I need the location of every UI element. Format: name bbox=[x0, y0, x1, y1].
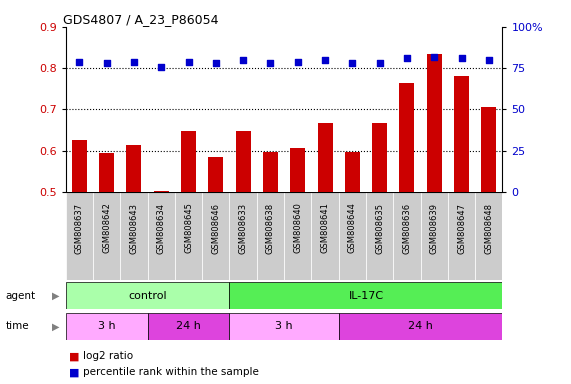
Point bbox=[403, 55, 412, 61]
Bar bbox=[284, 192, 311, 280]
Point bbox=[75, 58, 84, 65]
Bar bbox=[290, 148, 305, 384]
Point bbox=[320, 57, 329, 63]
Text: percentile rank within the sample: percentile rank within the sample bbox=[83, 367, 259, 377]
Bar bbox=[475, 192, 502, 280]
Text: log2 ratio: log2 ratio bbox=[83, 351, 133, 361]
Text: GDS4807 / A_23_P86054: GDS4807 / A_23_P86054 bbox=[63, 13, 218, 26]
Bar bbox=[154, 191, 168, 384]
Bar bbox=[147, 313, 230, 340]
Text: ■: ■ bbox=[69, 367, 79, 377]
Bar bbox=[208, 157, 223, 384]
Text: GSM808635: GSM808635 bbox=[375, 203, 384, 253]
Text: GSM808641: GSM808641 bbox=[320, 203, 329, 253]
Point bbox=[239, 57, 248, 63]
Bar bbox=[372, 122, 387, 384]
Bar bbox=[181, 131, 196, 384]
Text: IL-17C: IL-17C bbox=[348, 291, 384, 301]
Point bbox=[102, 60, 111, 66]
Text: GSM808639: GSM808639 bbox=[430, 203, 439, 253]
Bar bbox=[339, 192, 366, 280]
Bar bbox=[175, 192, 202, 280]
Text: ▶: ▶ bbox=[53, 321, 60, 331]
Bar bbox=[236, 131, 251, 384]
Point bbox=[184, 58, 193, 65]
Bar bbox=[66, 313, 147, 340]
Point bbox=[211, 60, 220, 66]
Text: ■: ■ bbox=[69, 351, 79, 361]
Text: GSM808633: GSM808633 bbox=[239, 203, 248, 254]
Text: GSM808646: GSM808646 bbox=[211, 203, 220, 253]
Bar bbox=[230, 192, 257, 280]
Text: GSM808634: GSM808634 bbox=[156, 203, 166, 253]
Bar bbox=[120, 192, 147, 280]
Point bbox=[429, 53, 439, 60]
Bar bbox=[448, 192, 475, 280]
Bar bbox=[427, 54, 442, 384]
Point bbox=[130, 58, 139, 65]
Point bbox=[156, 63, 166, 70]
Bar bbox=[400, 83, 415, 384]
Text: 3 h: 3 h bbox=[98, 321, 115, 331]
Bar bbox=[481, 108, 496, 384]
Text: GSM808647: GSM808647 bbox=[457, 203, 466, 253]
Bar bbox=[317, 122, 332, 384]
Bar bbox=[202, 192, 230, 280]
Bar bbox=[66, 192, 93, 280]
Bar bbox=[366, 192, 393, 280]
Text: GSM808637: GSM808637 bbox=[75, 203, 84, 254]
Bar bbox=[311, 192, 339, 280]
Text: agent: agent bbox=[6, 291, 36, 301]
Text: ▶: ▶ bbox=[53, 291, 60, 301]
Point bbox=[457, 55, 466, 61]
Bar bbox=[99, 153, 114, 384]
Text: time: time bbox=[6, 321, 29, 331]
Text: 24 h: 24 h bbox=[408, 321, 433, 331]
Text: control: control bbox=[128, 291, 167, 301]
Bar bbox=[230, 282, 502, 309]
Bar bbox=[454, 76, 469, 384]
Point bbox=[484, 57, 493, 63]
Point bbox=[348, 60, 357, 66]
Bar bbox=[345, 152, 360, 384]
Text: GSM808644: GSM808644 bbox=[348, 203, 357, 253]
Text: GSM808640: GSM808640 bbox=[293, 203, 302, 253]
Point bbox=[293, 58, 302, 65]
Text: GSM808642: GSM808642 bbox=[102, 203, 111, 253]
Point bbox=[266, 60, 275, 66]
Bar bbox=[421, 192, 448, 280]
Bar bbox=[93, 192, 120, 280]
Text: GSM808636: GSM808636 bbox=[403, 203, 412, 254]
Text: GSM808643: GSM808643 bbox=[130, 203, 138, 253]
Text: GSM808645: GSM808645 bbox=[184, 203, 193, 253]
Bar bbox=[72, 141, 87, 384]
Bar bbox=[66, 282, 230, 309]
Bar bbox=[147, 192, 175, 280]
Bar bbox=[339, 313, 502, 340]
Bar bbox=[126, 144, 142, 384]
Point bbox=[375, 60, 384, 66]
Text: GSM808648: GSM808648 bbox=[484, 203, 493, 253]
Text: 3 h: 3 h bbox=[275, 321, 293, 331]
Bar bbox=[230, 313, 339, 340]
Bar bbox=[257, 192, 284, 280]
Bar bbox=[393, 192, 421, 280]
Text: GSM808638: GSM808638 bbox=[266, 203, 275, 254]
Bar bbox=[263, 152, 278, 384]
Text: 24 h: 24 h bbox=[176, 321, 201, 331]
